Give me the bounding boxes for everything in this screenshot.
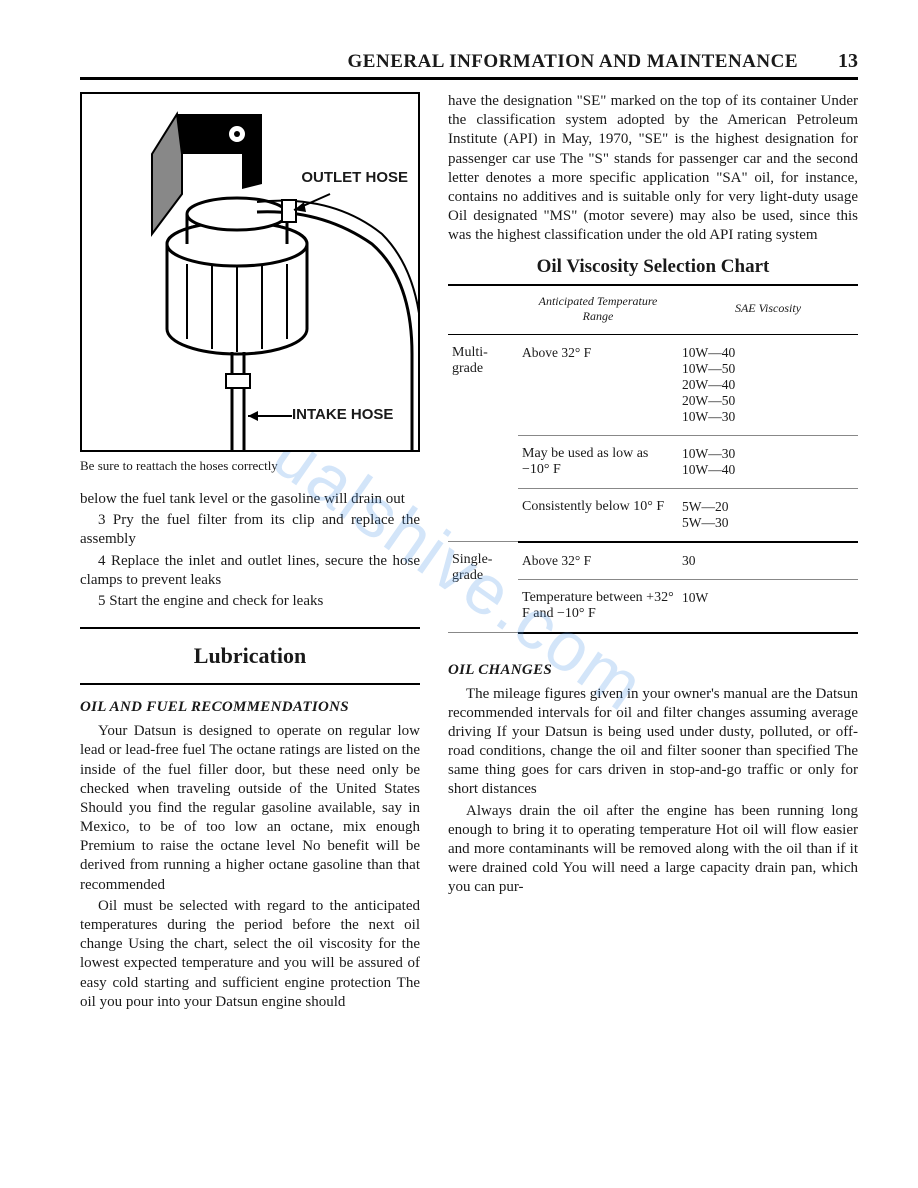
left-body-text-2: Your Datsun is designed to operate on re… bbox=[80, 722, 420, 1012]
cell-visc: 30 bbox=[678, 542, 858, 580]
viscosity-table: Anticipated Temperature Range SAE Viscos… bbox=[448, 286, 858, 634]
right-top-text: have the designation "SE" marked on the … bbox=[448, 92, 858, 246]
left-body-text: below the fuel tank level or the gasolin… bbox=[80, 490, 420, 611]
figure-caption: Be sure to reattach the hoses correctly bbox=[80, 458, 420, 474]
oil-fuel-subsection: OIL AND FUEL RECOMMENDATIONS bbox=[80, 699, 420, 716]
cell-visc: 10W—40 10W—50 20W—40 20W—50 10W—30 bbox=[678, 334, 858, 435]
cell-temp: May be used as low as −10° F bbox=[518, 435, 678, 488]
right-body-text-2: The mileage figures given in your owner'… bbox=[448, 685, 858, 898]
cell-temp: Consistently below 10° F bbox=[518, 488, 678, 542]
cell-visc: 5W—20 5W—30 bbox=[678, 488, 858, 542]
section-rule-bottom bbox=[80, 683, 420, 685]
th-blank bbox=[448, 286, 518, 335]
step-5: 5 Start the engine and check for leaks bbox=[80, 592, 420, 611]
para-se-oil: have the designation "SE" marked on the … bbox=[448, 92, 858, 246]
th-temp: Anticipated Temperature Range bbox=[518, 286, 678, 335]
lubrication-title: Lubrication bbox=[80, 643, 420, 669]
para-fuel: Your Datsun is designed to operate on re… bbox=[80, 722, 420, 895]
th-visc: SAE Viscosity bbox=[678, 286, 858, 335]
fuel-filter-figure: OUTLET HOSE INTAKE HOSE bbox=[80, 92, 420, 452]
cell-temp: Above 32° F bbox=[518, 334, 678, 435]
outlet-hose-label: OUTLET HOSE bbox=[301, 170, 408, 186]
table-row: Multi-grade Above 32° F 10W—40 10W—50 20… bbox=[448, 334, 858, 435]
header-title: GENERAL INFORMATION AND MAINTENANCE bbox=[348, 51, 798, 73]
cell-visc: 10W bbox=[678, 579, 858, 633]
para-mileage: The mileage figures given in your owner'… bbox=[448, 685, 858, 800]
page-number: 13 bbox=[838, 50, 858, 73]
para-drain: Always drain the oil after the engine ha… bbox=[448, 802, 858, 898]
left-column: OUTLET HOSE INTAKE HOSE Be sure to reatt… bbox=[80, 92, 420, 1014]
table-row: Single-grade Above 32° F 30 bbox=[448, 542, 858, 580]
section-rule-top bbox=[80, 627, 420, 629]
oil-changes-subsection: OIL CHANGES bbox=[448, 662, 858, 679]
cell-visc: 10W—30 10W—40 bbox=[678, 435, 858, 488]
intake-hose-label: INTAKE HOSE bbox=[292, 406, 393, 423]
table-header-row: Anticipated Temperature Range SAE Viscos… bbox=[448, 286, 858, 335]
step-3: 3 Pry the fuel filter from its clip and … bbox=[80, 511, 420, 549]
cell-temp: Temperature between +32° F and −10° F bbox=[518, 579, 678, 633]
group-label-single: Single-grade bbox=[448, 542, 518, 633]
step-4: 4 Replace the inlet and outlet lines, se… bbox=[80, 552, 420, 590]
page: ualshive.com GENERAL INFORMATION AND MAI… bbox=[0, 0, 918, 1188]
page-header: GENERAL INFORMATION AND MAINTENANCE 13 bbox=[80, 50, 858, 80]
fuel-filter-illustration bbox=[82, 94, 418, 450]
group-label-multi: Multi-grade bbox=[448, 334, 518, 542]
pre-steps-text: below the fuel tank level or the gasolin… bbox=[80, 490, 420, 509]
right-column: have the designation "SE" marked on the … bbox=[448, 92, 858, 1014]
two-column-layout: OUTLET HOSE INTAKE HOSE Be sure to reatt… bbox=[80, 92, 858, 1014]
para-oil-select: Oil must be selected with regard to the … bbox=[80, 897, 420, 1012]
viscosity-chart-title: Oil Viscosity Selection Chart bbox=[448, 256, 858, 286]
cell-temp: Above 32° F bbox=[518, 542, 678, 580]
